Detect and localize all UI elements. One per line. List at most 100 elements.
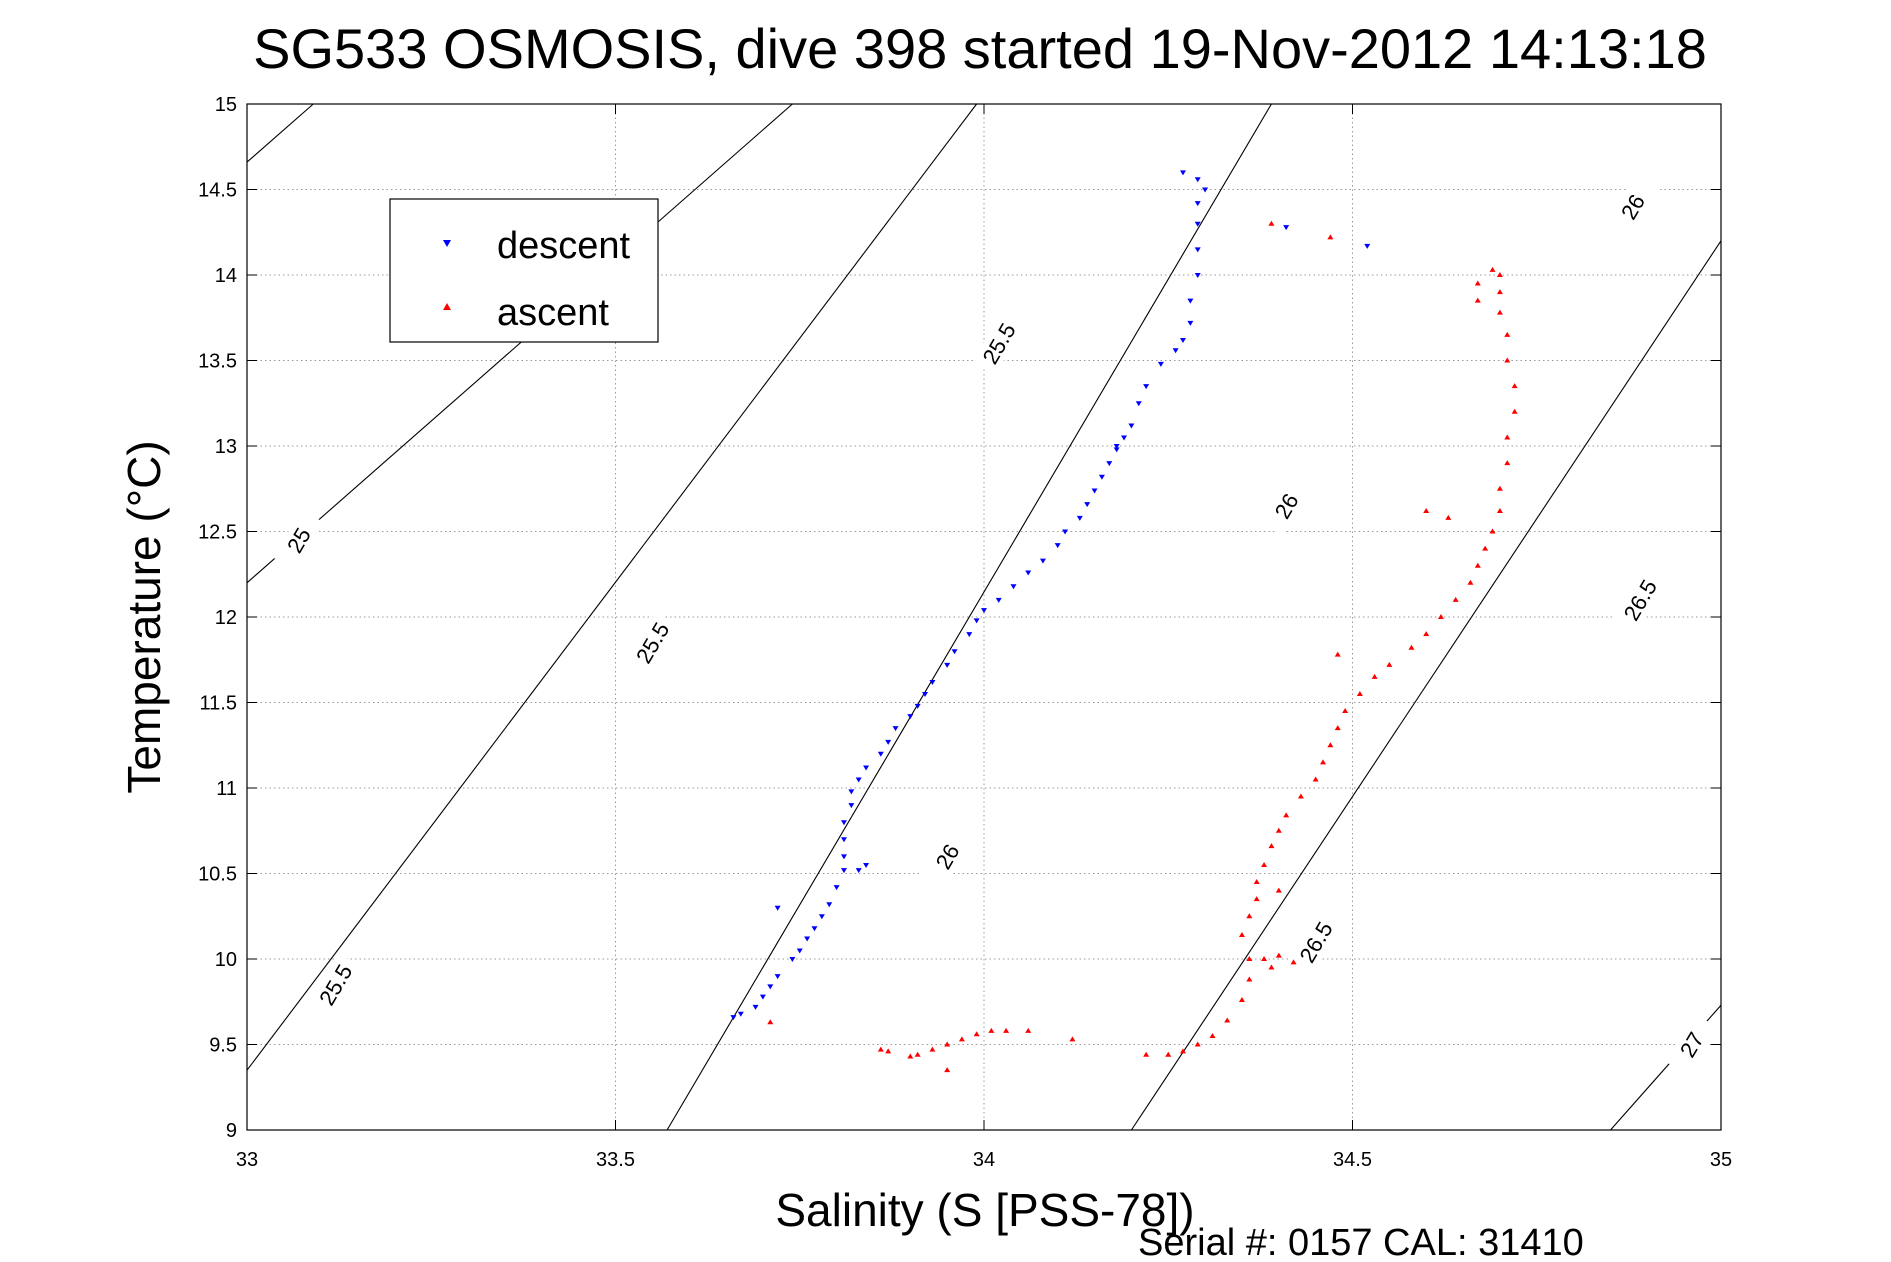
descent-point	[789, 957, 796, 962]
descent-point	[752, 1004, 759, 1010]
descent-point	[951, 649, 958, 655]
descent-point	[1179, 170, 1186, 176]
legend-label-descent: descent	[497, 225, 631, 267]
contour-line-26	[666, 103, 1272, 1131]
ascent-point	[1437, 614, 1444, 619]
descent-point	[840, 868, 847, 874]
descent-point	[1098, 474, 1105, 480]
ascent-point	[1268, 843, 1275, 849]
ascent-point	[1334, 725, 1341, 731]
y-tick-label: 13	[215, 436, 237, 458]
contour-line-26.5	[1130, 240, 1722, 1131]
ascent-point	[1327, 234, 1334, 240]
descent-point	[1283, 225, 1290, 231]
ascent-point	[1327, 742, 1334, 748]
ascent-point	[1452, 596, 1459, 602]
ascent-point	[1003, 1027, 1010, 1033]
descent-point	[863, 765, 870, 771]
y-tick-label: 12	[215, 607, 237, 629]
ascent-point	[1342, 708, 1349, 714]
y-tick-label: 11.5	[200, 693, 237, 715]
descent-point	[1062, 529, 1069, 535]
ascent-point	[1268, 964, 1275, 970]
descent-point	[1121, 435, 1128, 441]
ascent-point	[988, 1027, 995, 1033]
x-tick-label: 33.5	[596, 1149, 635, 1171]
ascent-point	[1489, 528, 1496, 534]
descent-point	[833, 885, 840, 891]
ascent-point	[1165, 1051, 1172, 1057]
ascent-point	[1474, 562, 1481, 568]
ascent-point	[1297, 793, 1304, 799]
y-tick-label: 15	[215, 94, 237, 116]
contour-label-bg	[1290, 911, 1342, 973]
contour-line-25	[246, 103, 314, 163]
descent-point	[1143, 384, 1150, 390]
descent-point	[863, 862, 870, 868]
descent-point	[1010, 584, 1017, 590]
descent-point	[1187, 320, 1194, 326]
ascent-point	[877, 1046, 884, 1052]
descent-point	[1113, 447, 1120, 453]
legend-marker-descent	[443, 240, 451, 247]
descent-point	[840, 820, 847, 826]
descent-point	[774, 974, 781, 980]
descent-point	[1091, 488, 1098, 494]
ascent-point	[1275, 952, 1282, 958]
ascent-point	[929, 1046, 936, 1052]
descent-point	[929, 679, 936, 685]
y-tick-label: 9	[226, 1120, 237, 1142]
descent-point	[796, 948, 803, 954]
ascent-point	[1025, 1027, 1032, 1033]
contour-label-bg	[1666, 1013, 1717, 1076]
ascent-point	[1290, 959, 1297, 965]
ascent-point	[1224, 1017, 1231, 1023]
ascent-point	[914, 1051, 921, 1057]
descent-point	[944, 662, 951, 668]
x-tick-label: 35	[1710, 1149, 1732, 1171]
ascent-point	[973, 1031, 980, 1037]
ascent-point	[1320, 759, 1327, 765]
descent-point	[1194, 273, 1201, 278]
y-tick-label: 9.5	[209, 1035, 237, 1057]
series-ascent	[767, 220, 1518, 1073]
ascent-point	[1194, 1041, 1201, 1047]
x-tick-label: 34	[973, 1149, 995, 1171]
descent-point	[840, 837, 847, 843]
y-tick-label: 12.5	[198, 522, 237, 544]
ascent-point	[1504, 331, 1511, 337]
y-tick-label: 10.5	[198, 864, 237, 886]
ascent-point	[1283, 812, 1290, 818]
ascent-point	[1511, 383, 1518, 389]
descent-point	[818, 914, 825, 920]
descent-point	[892, 726, 899, 732]
ascent-point	[1467, 579, 1474, 585]
descent-point	[1135, 401, 1142, 407]
ascent-point	[1386, 661, 1393, 667]
ascent-point	[1261, 861, 1268, 867]
descent-point	[848, 789, 855, 795]
descent-point	[826, 902, 833, 908]
legend-marker-ascent	[443, 303, 451, 310]
contour-label-bg	[1607, 175, 1658, 238]
descent-point	[1364, 243, 1371, 249]
descent-point	[1194, 177, 1201, 183]
ascent-point	[1504, 434, 1511, 440]
descent-point	[1194, 201, 1201, 207]
density-contours	[246, 103, 1722, 1131]
ascent-point	[1496, 507, 1503, 513]
descent-point	[1128, 423, 1135, 429]
ascent-point	[1504, 460, 1511, 466]
ascent-point	[1511, 408, 1518, 414]
series-descent	[730, 170, 1371, 1021]
contour-label-bg	[1614, 569, 1666, 631]
descent-point	[804, 936, 811, 942]
descent-point	[966, 632, 973, 638]
ascent-point	[1474, 297, 1481, 303]
descent-point	[767, 984, 774, 990]
y-tick-label: 13.5	[198, 351, 237, 373]
legend: descent ascent	[389, 198, 659, 343]
descent-point	[981, 608, 987, 614]
descent-point	[840, 854, 847, 860]
